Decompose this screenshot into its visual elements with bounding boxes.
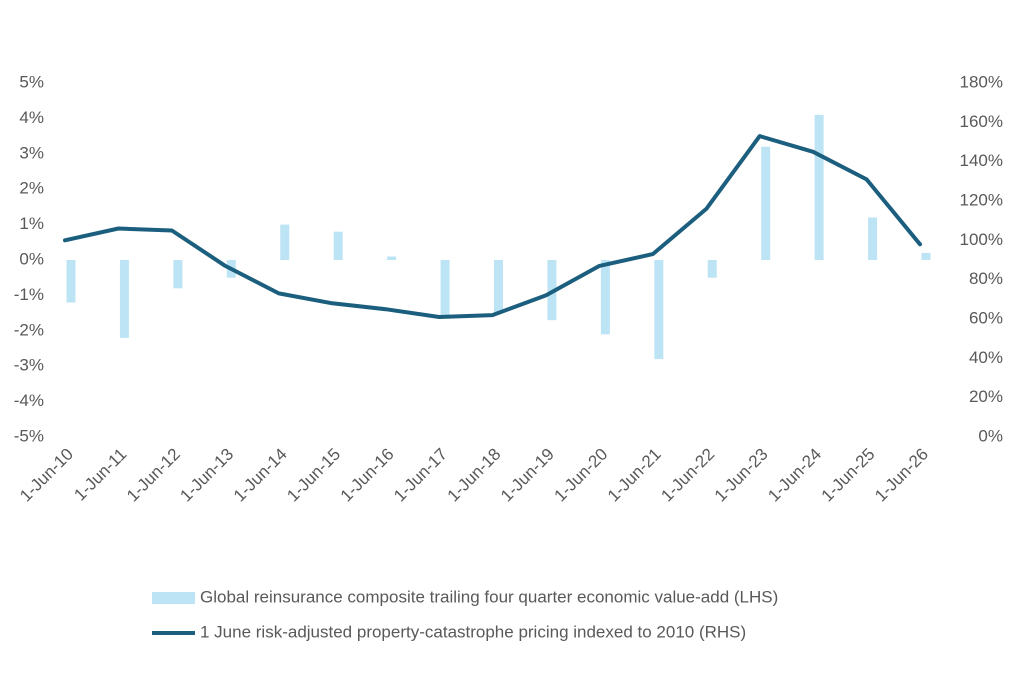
x-tick-label: 1-Jun-13 [176, 445, 237, 506]
x-tick-label: 1-Jun-21 [604, 445, 665, 506]
y2-tick-label: 20% [969, 387, 1003, 406]
y2-tick-label: 40% [969, 348, 1003, 367]
y-tick-label: 0% [19, 249, 44, 268]
bar [280, 224, 290, 260]
x-tick-label: 1-Jun-22 [657, 445, 718, 506]
x-tick-label: 1-Jun-12 [123, 445, 184, 506]
bar [654, 260, 664, 360]
y-tick-label: -3% [14, 356, 44, 375]
bar [173, 260, 183, 289]
bar [387, 256, 397, 260]
y2-tick-label: 160% [960, 112, 1003, 131]
bar [761, 146, 771, 260]
x-tick-label: 1-Jun-16 [337, 445, 398, 506]
x-tick-label: 1-Jun-14 [230, 445, 291, 506]
x-tick-label: 1-Jun-20 [550, 445, 611, 506]
x-tick-label: 1-Jun-19 [497, 445, 558, 506]
bar [600, 260, 610, 335]
y2-tick-label: 100% [960, 230, 1003, 249]
x-tick-label: 1-Jun-11 [70, 445, 130, 505]
bar [494, 260, 503, 314]
y2-tick-label: 140% [960, 151, 1003, 170]
legend-label: Global reinsurance composite trailing fo… [200, 587, 778, 606]
y-tick-label: 3% [19, 143, 44, 162]
y-tick-label: -5% [14, 426, 44, 445]
x-tick-label: 1-Jun-24 [764, 445, 825, 506]
x-tick-label: 1-Jun-26 [871, 445, 932, 506]
legend-swatch [152, 592, 195, 604]
x-tick-label: 1-Jun-15 [283, 445, 344, 506]
y-tick-label: 4% [19, 108, 44, 127]
y-tick-label: -1% [14, 285, 44, 304]
bar [66, 260, 76, 303]
bar [921, 252, 931, 260]
y2-tick-label: 80% [969, 269, 1003, 288]
y-tick-label: -4% [14, 391, 44, 410]
x-tick-label: 1-Jun-10 [16, 445, 77, 506]
bar [333, 231, 343, 260]
y-tick-label: 2% [19, 179, 44, 198]
x-tick-label: 1-Jun-18 [444, 445, 505, 506]
line [63, 134, 922, 319]
bar [814, 114, 824, 260]
y-tick-label: 5% [19, 72, 44, 91]
x-tick-label: 1-Jun-25 [818, 445, 879, 506]
bar [868, 217, 878, 260]
bar [119, 260, 129, 338]
bar [707, 260, 717, 278]
y2-tick-label: 60% [969, 308, 1003, 327]
y2-tick-label: 120% [960, 190, 1003, 209]
legend-label: 1 June risk-adjusted property-catastroph… [200, 622, 746, 641]
y2-tick-label: 180% [960, 72, 1003, 91]
x-tick-label: 1-Jun-17 [390, 445, 451, 506]
y-tick-label: -2% [14, 320, 44, 339]
x-tick-label: 1-Jun-23 [711, 445, 772, 506]
y2-tick-label: 0% [978, 426, 1003, 445]
y-tick-label: 1% [19, 214, 44, 233]
bar [440, 260, 450, 317]
